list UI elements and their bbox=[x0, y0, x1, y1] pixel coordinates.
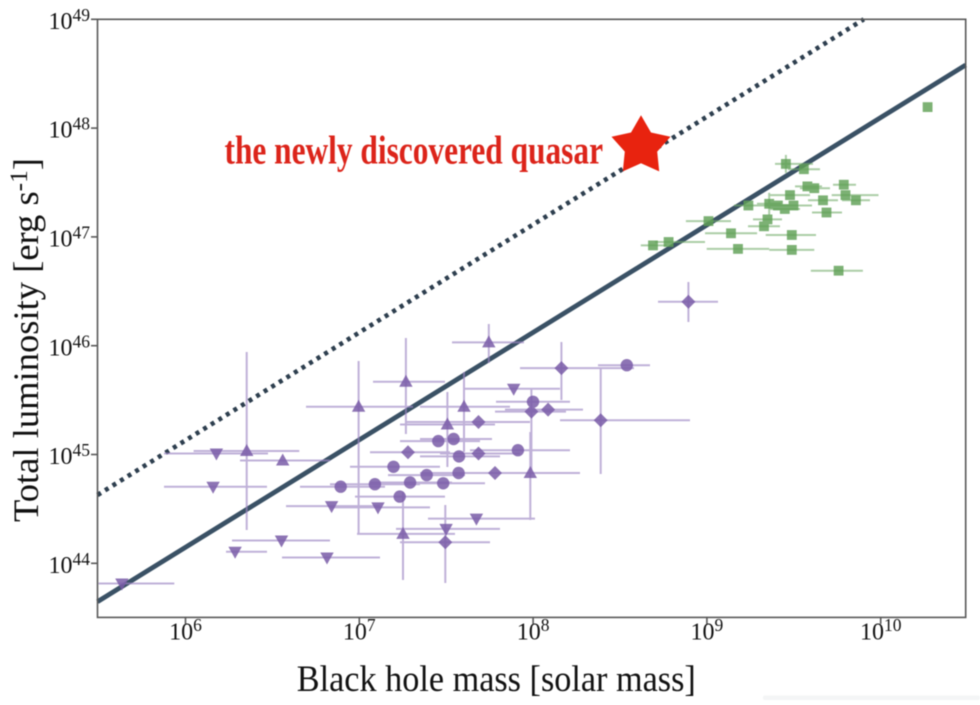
svg-text:the newly discovered quasar: the newly discovered quasar bbox=[225, 128, 604, 173]
svg-text:Black hole mass [solar mass]: Black hole mass [solar mass] bbox=[297, 659, 696, 700]
svg-text:109: 109 bbox=[691, 615, 724, 646]
svg-text:Total luminosity [erg s-1]: Total luminosity [erg s-1] bbox=[6, 158, 46, 522]
svg-text:108: 108 bbox=[517, 615, 550, 646]
